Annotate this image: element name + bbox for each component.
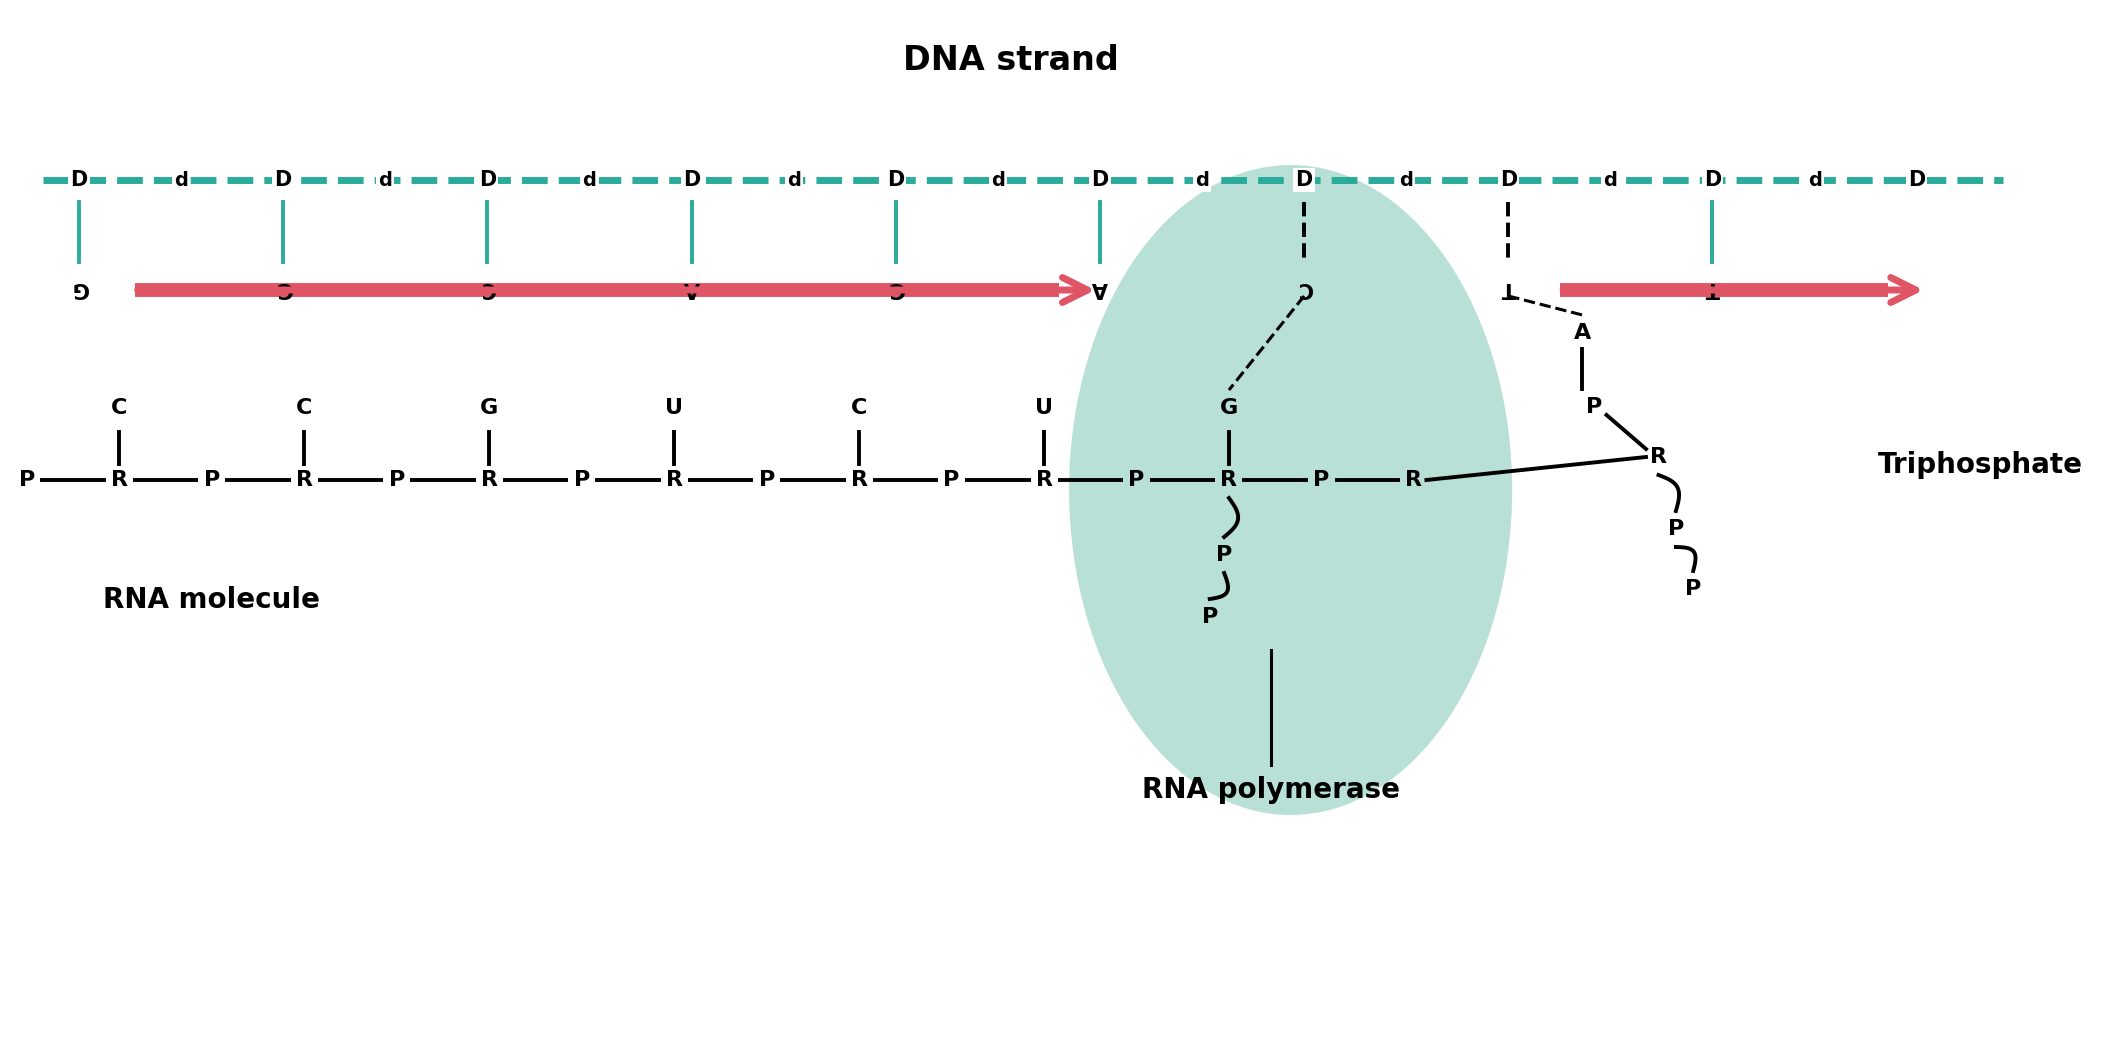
Text: T: T [1501,278,1516,298]
Text: R: R [1406,470,1423,490]
Text: D: D [1296,170,1313,190]
Text: d: d [1602,170,1617,189]
Text: d: d [1194,170,1209,189]
Text: G: G [480,398,499,418]
Text: G: G [70,278,87,298]
Text: d: d [1399,170,1412,189]
Text: DNA strand: DNA strand [903,44,1118,76]
Text: G: G [275,278,292,298]
Text: d: d [786,170,801,189]
Ellipse shape [1070,165,1512,815]
Text: P: P [759,470,776,490]
Text: P: P [1201,607,1218,627]
Text: R: R [1651,447,1668,467]
Text: d: d [1807,170,1822,189]
Text: T: T [1706,278,1719,298]
Text: R: R [480,470,497,490]
Text: D: D [1909,170,1926,190]
Text: P: P [1313,470,1330,490]
Text: R: R [296,470,313,490]
Text: D: D [1499,170,1518,190]
Text: C: C [480,278,495,298]
Text: A: A [683,278,700,298]
Text: P: P [573,470,590,490]
Text: R: R [1220,470,1237,490]
Text: P: P [943,470,960,490]
Text: A: A [1091,278,1108,298]
Text: Triphosphate: Triphosphate [1877,451,2082,479]
Text: RNA molecule: RNA molecule [104,586,321,614]
Text: P: P [389,470,406,490]
Text: C: C [296,398,313,418]
Text: P: P [1668,519,1685,539]
Text: d: d [173,170,188,189]
Text: C: C [852,398,867,418]
Text: D: D [888,170,905,190]
Text: R: R [1036,470,1053,490]
Text: R: R [850,470,867,490]
Text: P: P [203,470,220,490]
Text: d: d [991,170,1004,189]
Text: C: C [1296,278,1311,298]
Text: C: C [112,398,127,418]
Text: R: R [110,470,129,490]
Text: P: P [1586,397,1602,417]
Text: U: U [1036,398,1053,418]
Text: D: D [1704,170,1721,190]
Text: P: P [1216,545,1232,565]
Text: D: D [275,170,292,190]
Text: d: d [378,170,393,189]
Text: P: P [1129,470,1144,490]
Text: G: G [1220,398,1239,418]
Text: P: P [1685,579,1702,599]
Text: D: D [70,170,87,190]
Text: D: D [1091,170,1108,190]
Text: d: d [583,170,596,189]
Text: A: A [1573,323,1592,343]
Text: P: P [19,470,36,490]
Text: G: G [888,278,905,298]
Text: RNA polymerase: RNA polymerase [1142,776,1399,804]
Text: R: R [666,470,683,490]
Text: D: D [683,170,700,190]
Text: U: U [666,398,683,418]
Text: D: D [478,170,497,190]
